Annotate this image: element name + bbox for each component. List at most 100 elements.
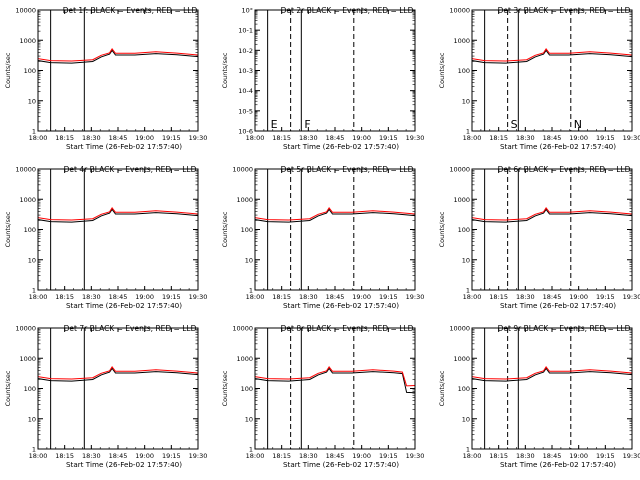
x-tick-label: 19:30 xyxy=(623,134,640,142)
chart-panel-4: 18:00 18:15 18:30 18:45 19:00 19:15 19:30 1 10 10… xyxy=(4,165,355,310)
x-tick-label: 18:15 xyxy=(272,293,291,301)
x-tick-label: 18:30 xyxy=(516,452,535,460)
x-tick-label: 19:15 xyxy=(162,293,181,301)
y-tick-label: 10000 xyxy=(449,166,470,174)
x-tick-label: 19:00 xyxy=(569,452,588,460)
series-line-lld xyxy=(255,366,415,387)
series-line-events xyxy=(255,367,415,394)
x-tick-label: 18:30 xyxy=(516,293,535,301)
x-tick-label: 19:30 xyxy=(406,452,425,460)
chart-panel-2: 18:00 18:15 18:30 18:45 19:00 19:15 19:3010-61… xyxy=(221,6,582,151)
x-tick-label: 18:00 xyxy=(246,293,265,301)
y-tick-label: 1000 xyxy=(19,37,36,45)
y-axis-label: Counts/sec xyxy=(4,370,12,406)
x-tick-label: 18:15 xyxy=(489,134,508,142)
x-axis-label: Start Time (26-Feb-02 17:57:40) xyxy=(283,142,399,151)
x-tick-label: 18:45 xyxy=(326,293,345,301)
y-tick-label: 10000 xyxy=(449,7,470,15)
y-tick-label: 1000 xyxy=(236,196,253,204)
x-tick-label: 18:45 xyxy=(543,134,562,142)
x-tick-label: 19:30 xyxy=(623,452,640,460)
panel-title: Det 2r BLACK = Events, RED = LLD xyxy=(281,6,414,15)
series-line-events xyxy=(38,367,198,382)
series-line-lld xyxy=(38,366,198,380)
y-tick-label: 10-3 xyxy=(238,67,253,75)
panel-title: Det 1f: BLACK = Events, RED = LLD xyxy=(63,6,198,15)
x-tick-label: 18:15 xyxy=(489,452,508,460)
y-tick-label: 10-1 xyxy=(238,27,253,35)
chart-panel-1: 18:00 18:15 18:30 18:45 19:00 19:15 19:30 1 10 10… xyxy=(4,6,355,151)
chart-panel-8: 18:00 18:15 18:30 18:45 19:00 19:15 19:30 1 10 10… xyxy=(221,324,572,469)
x-tick-label: 19:15 xyxy=(596,452,615,460)
y-tick-label: 10 xyxy=(245,256,253,264)
panel-title: Det 3r BLACK = Events, RED = LLD xyxy=(498,6,631,15)
x-tick-label: 18:30 xyxy=(299,452,318,460)
x-tick-label: 19:30 xyxy=(189,452,208,460)
y-axis-label: Counts/sec xyxy=(438,211,446,247)
y-tick-label: 1000 xyxy=(19,355,36,363)
x-tick-label: 19:00 xyxy=(135,452,154,460)
x-tick-label: 18:45 xyxy=(109,452,128,460)
y-tick-label: 1 xyxy=(249,287,253,295)
series-line-lld xyxy=(38,207,198,221)
chart-panel-7: 18:00 18:15 18:30 18:45 19:00 19:15 19:30 1 10 10… xyxy=(4,324,355,469)
chart-panel-6: 18:00 18:15 18:30 18:45 19:00 19:15 19:30 1 10 10… xyxy=(438,165,640,310)
x-tick-label: 19:00 xyxy=(569,293,588,301)
y-tick-label: 10-4 xyxy=(238,87,253,95)
y-tick-label: 10 xyxy=(28,97,36,105)
panel-title: Det 8r BLACK = Events, RED = LLD xyxy=(281,324,414,333)
y-tick-label: 1 xyxy=(466,128,470,136)
series-line-events xyxy=(38,49,198,64)
x-axis-label: Start Time (26-Feb-02 17:57:40) xyxy=(500,142,616,151)
x-tick-label: 19:15 xyxy=(162,134,181,142)
series-line-events xyxy=(38,208,198,223)
y-axis-label: Counts/sec xyxy=(221,370,229,406)
y-axis-label: Counts/sec xyxy=(438,52,446,88)
y-tick-label: 10000 xyxy=(232,325,253,333)
x-tick-label: 19:30 xyxy=(189,293,208,301)
x-tick-label: 19:15 xyxy=(379,293,398,301)
y-tick-label: 100 xyxy=(241,385,253,393)
y-tick-label: 10 xyxy=(28,256,36,264)
x-tick-label: 18:45 xyxy=(109,134,128,142)
plot-frame xyxy=(37,9,199,132)
y-tick-label: 100 xyxy=(458,67,470,75)
x-tick-label: 18:45 xyxy=(543,452,562,460)
y-tick-label: 1 xyxy=(32,128,36,136)
x-tick-label: 18:00 xyxy=(246,452,265,460)
x-tick-label: 18:00 xyxy=(246,134,265,142)
x-tick-label: 19:15 xyxy=(596,293,615,301)
y-tick-label: 1 xyxy=(32,287,36,295)
panel-title: Det 5r BLACK = Events, RED = LLD xyxy=(281,165,414,174)
x-tick-label: 18:00 xyxy=(29,452,48,460)
y-tick-label: 100 xyxy=(24,385,36,393)
y-tick-label: 10 xyxy=(245,415,253,423)
plot-frame xyxy=(254,327,416,450)
x-tick-label: 19:15 xyxy=(379,452,398,460)
x-tick-label: 19:00 xyxy=(352,134,371,142)
x-tick-label: 18:00 xyxy=(463,134,482,142)
series-line-lld xyxy=(38,48,198,62)
chart-panel-3: 18:00 18:15 18:30 18:45 19:00 19:15 19:30 1 10 10… xyxy=(438,6,640,151)
series-line-events xyxy=(472,367,632,382)
y-axis-label: Counts/sec xyxy=(438,370,446,406)
y-tick-label: 10000 xyxy=(15,166,36,174)
plot-frame xyxy=(471,9,633,132)
plot-frame xyxy=(471,327,633,450)
x-tick-label: 18:45 xyxy=(326,134,345,142)
x-tick-label: 18:15 xyxy=(55,452,74,460)
y-axis-label: Counts/sec xyxy=(4,211,12,247)
marker-label-n: N xyxy=(574,118,582,131)
x-axis-label: Start Time (26-Feb-02 17:57:40) xyxy=(283,301,399,310)
x-tick-label: 19:30 xyxy=(406,134,425,142)
x-tick-label: 19:30 xyxy=(189,134,208,142)
x-tick-label: 18:15 xyxy=(272,452,291,460)
x-tick-label: 18:00 xyxy=(29,134,48,142)
y-axis-label: Counts/sec xyxy=(221,211,229,247)
x-axis-label: Start Time (26-Feb-02 17:57:40) xyxy=(283,460,399,469)
y-tick-label: 100 xyxy=(458,226,470,234)
x-tick-label: 19:00 xyxy=(135,293,154,301)
plot-frame xyxy=(254,9,416,132)
y-tick-label: 1 xyxy=(466,287,470,295)
y-tick-label: 10 xyxy=(462,256,470,264)
